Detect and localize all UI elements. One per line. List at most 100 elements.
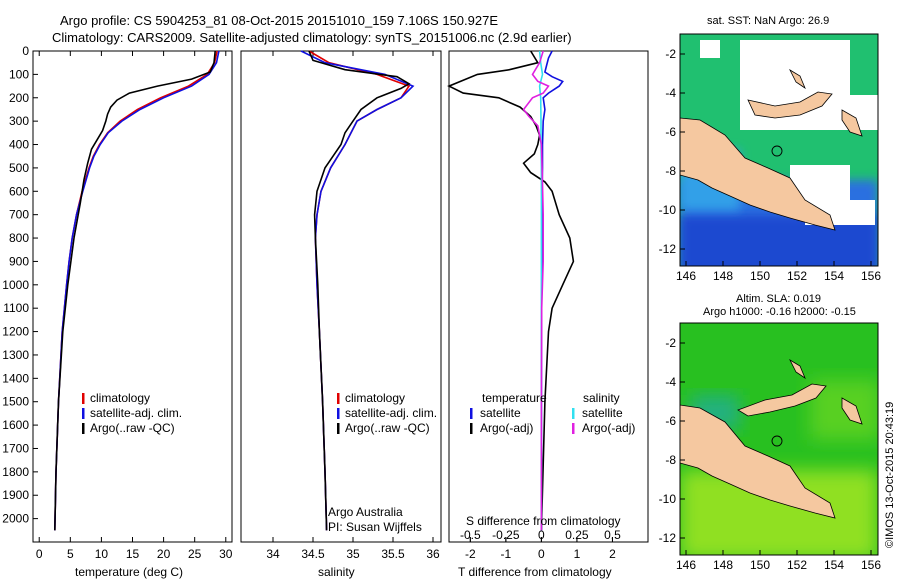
y-tick-label: 500: [9, 161, 29, 175]
x-tick-label: 35.5: [381, 547, 405, 561]
x-tick-label: 15: [126, 547, 140, 561]
series-line-argo-raw-qc-: [54, 50, 216, 531]
lon-tick-label: 152: [787, 269, 807, 283]
x-tick-label: 34.5: [301, 547, 325, 561]
t-difference-label: T difference from climatology: [458, 565, 612, 579]
y-tick-label: 1300: [2, 348, 29, 362]
x2-tick-label: 0: [538, 528, 545, 542]
lat-tick-label: -6: [665, 414, 676, 428]
difference-legend: temperature satellite Argo(-adj) salinit…: [470, 391, 635, 435]
x-tick-label: 10: [95, 547, 109, 561]
y-tick-label: 1100: [3, 301, 29, 315]
legend-label-satellite: satellite-adj. clim.: [345, 406, 437, 420]
salinity-x-axis: 34 34.5 35 35.5 36: [266, 51, 440, 561]
x-tick-label: 34: [266, 547, 280, 561]
annotation-institution: Argo Australia: [328, 505, 403, 519]
temperature-legend: climatology satellite-adj. clim. Argo(..…: [82, 391, 182, 435]
difference-series: [447, 50, 575, 531]
lat-tick-label: -12: [659, 242, 677, 256]
legend-swatch-sal-argo: [572, 423, 575, 434]
sst-longitude-axis: 146 148 150 152 154 156: [676, 261, 881, 283]
lon-tick-label: 150: [750, 558, 770, 572]
lat-tick-label: -2: [665, 336, 676, 350]
sla-map-frame: [679, 322, 879, 556]
title-line-1: Argo profile: CS 5904253_81 08-Oct-2015 …: [60, 13, 498, 28]
x-tick-label: 20: [157, 547, 171, 561]
annotation-pi: PI: Susan Wijffels: [328, 520, 422, 534]
difference-panel: -2 -1 0 1 2 -0.5 -0.25 0 0.25 0.5 S difference f…: [447, 50, 649, 579]
legend-label-argo: Argo(..raw -QC): [90, 421, 175, 435]
salinity-panel: 34 34.5 35 35.5 36 salinity climatology sate…: [240, 50, 442, 579]
temperature-x-axis: 0 5 10 15 20 25 30: [36, 51, 233, 561]
salinity-legend: climatology satellite-adj. clim. Argo(..…: [337, 391, 437, 435]
series-line-salinity-argo-adj-: [522, 50, 550, 531]
lon-tick-label: 146: [676, 558, 696, 572]
lon-tick-label: 148: [713, 558, 733, 572]
x-tick-label: 30: [219, 547, 233, 561]
sst-latitude-axis: -2 -4 -6 -8 -10 -12: [659, 47, 685, 256]
x2-tick-label: -0.25: [492, 528, 520, 542]
legend-label-temp-argo: Argo(-adj): [480, 421, 533, 435]
legend-label-temp-satellite: satellite: [480, 406, 521, 420]
sst-map-frame: [679, 33, 879, 267]
y-tick-label: 1500: [2, 395, 29, 409]
legend-label-satellite: satellite-adj. clim.: [90, 406, 182, 420]
temperature-series: [54, 50, 220, 531]
lon-tick-label: 146: [676, 269, 696, 283]
sla-map: Altim. SLA: 0.019 Argo h1000: -0.16 h200…: [659, 293, 882, 572]
sla-longitude-axis: 146 148 150 152 154 156: [676, 550, 881, 572]
y-tick-label: 1400: [2, 371, 29, 385]
y-tick-label: 2000: [2, 512, 29, 526]
y-tick-label: 600: [9, 184, 29, 198]
x-tick-label: 25: [188, 547, 202, 561]
lon-tick-label: 152: [787, 558, 807, 572]
x2-tick-label: 0.25: [565, 528, 589, 542]
salinity-axes-frame: [240, 50, 442, 543]
y-tick-label: 1700: [2, 441, 29, 455]
legend-label-argo: Argo(..raw -QC): [345, 421, 430, 435]
lon-tick-label: 150: [750, 269, 770, 283]
legend-label-sal-argo: Argo(-adj): [582, 421, 635, 435]
depth-axis: 0 100 200 300 400 500 600 700 800 900 1000 1100 1200…: [2, 44, 38, 526]
x-tick-label: 35: [346, 547, 360, 561]
lat-tick-label: -2: [665, 47, 676, 61]
s-difference-axis: -0.5 -0.25 0 0.25 0.5: [460, 528, 621, 542]
difference-axes-frame: [448, 50, 649, 543]
legend-swatch-argo: [337, 423, 340, 434]
y-tick-label: 1200: [2, 325, 29, 339]
x-tick-label: 36: [426, 547, 440, 561]
x-tick-label: 0: [538, 547, 545, 561]
x2-tick-label: -0.5: [460, 528, 481, 542]
legend-swatch-sal-satellite: [572, 408, 575, 419]
y-tick-label: 300: [9, 114, 29, 128]
argo-location-marker: [771, 435, 783, 447]
legend-label-sal-satellite: satellite: [582, 406, 623, 420]
legend-swatch-argo: [82, 423, 85, 434]
legend-swatch-satellite: [337, 408, 340, 419]
legend-swatch-climatology: [82, 393, 85, 404]
y-tick-label: 700: [9, 208, 29, 222]
sst-map-title: sat. SST: NaN Argo: 26.9: [707, 15, 829, 27]
sst-map: sat. SST: NaN Argo: 26.9 146 148 150 152 154…: [659, 15, 882, 283]
temperature-xlabel: temperature (deg C): [75, 565, 183, 579]
temperature-axes-frame: [32, 50, 233, 543]
y-tick-label: 400: [9, 138, 29, 152]
y-tick-label: 0: [22, 44, 29, 58]
lon-tick-label: 156: [861, 269, 881, 283]
s-difference-label: S difference from climatology: [466, 514, 621, 528]
y-tick-label: 800: [9, 231, 29, 245]
salinity-xlabel: salinity: [318, 565, 355, 579]
lat-tick-label: -6: [665, 125, 676, 139]
salinity-series: [300, 50, 415, 531]
series-line-temperature-argo-adj-: [447, 50, 575, 531]
legend-title-salinity: salinity: [583, 391, 620, 405]
x-tick-label: -1: [501, 547, 512, 561]
legend-swatch-satellite: [82, 408, 85, 419]
y-tick-label: 1000: [2, 278, 29, 292]
series-line-argo-raw-qc-: [308, 50, 411, 531]
lon-tick-label: 154: [824, 269, 844, 283]
series-line-satellite-adj-clim-: [54, 50, 220, 531]
lat-tick-label: -8: [665, 453, 676, 467]
temperature-panel: 0100200300400500600700800900100011001200…: [2, 44, 232, 579]
lat-tick-label: -8: [665, 164, 676, 178]
